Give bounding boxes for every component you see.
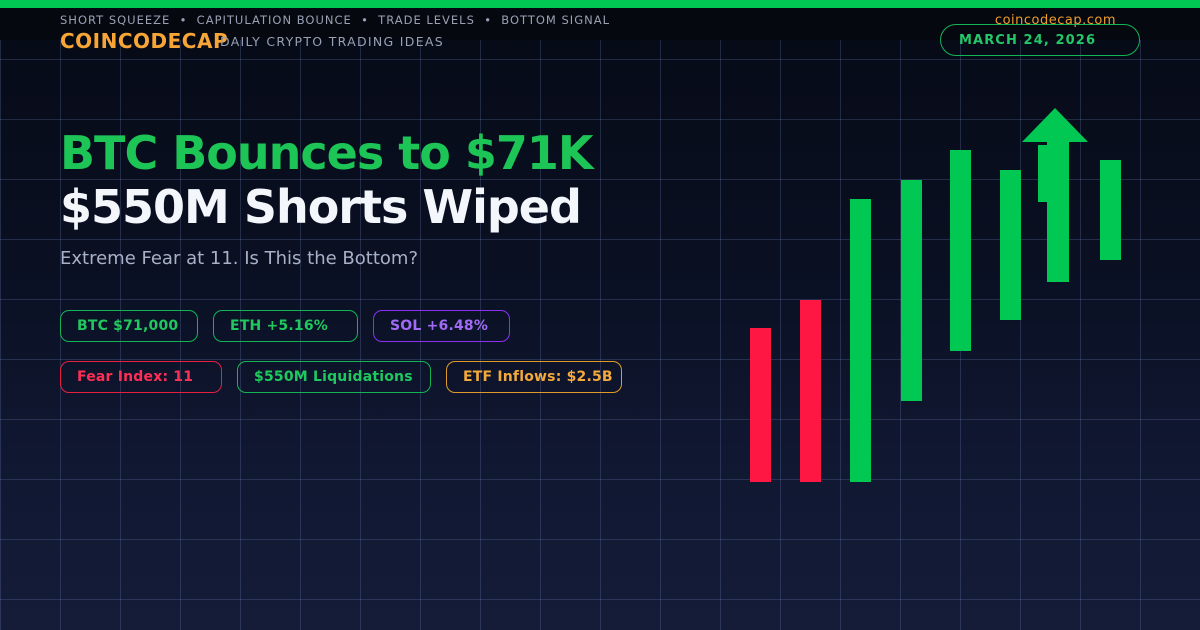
candle-bar bbox=[800, 300, 821, 482]
subtitle: Extreme Fear at 11. Is This the Bottom? bbox=[60, 248, 418, 269]
stat-badge: ETF Inflows: $2.5B bbox=[446, 361, 622, 393]
stat-badge: Fear Index: 11 bbox=[60, 361, 222, 393]
top-accent-bar bbox=[0, 0, 1200, 8]
headline: BTC Bounces to $71K $550M Shorts Wiped bbox=[60, 126, 594, 234]
candle-bar bbox=[901, 180, 922, 401]
headline-line1: BTC Bounces to $71K bbox=[60, 126, 594, 180]
date-badge: MARCH 24, 2026 bbox=[940, 24, 1140, 56]
candle-bar bbox=[850, 199, 871, 482]
candle-bar bbox=[950, 150, 971, 351]
brand-logo: COINCODECAP bbox=[60, 29, 229, 53]
stat-badge: ETH +5.16% bbox=[213, 310, 358, 342]
candle-bar bbox=[750, 328, 771, 482]
stat-badge: $550M Liquidations bbox=[237, 361, 431, 393]
stat-badges-row2: Fear Index: 11 $550M Liquidations ETF Infl… bbox=[60, 361, 622, 393]
up-arrow-icon bbox=[1022, 108, 1088, 282]
candle-bar bbox=[1000, 170, 1021, 320]
date-badge-label: MARCH 24, 2026 bbox=[959, 32, 1097, 48]
headline-line2: $550M Shorts Wiped bbox=[60, 180, 582, 234]
stat-badges-row1: BTC $71,000 ETH +5.16% SOL +6.48% bbox=[60, 310, 510, 342]
brand-tagline: DAILY CRYPTO TRADING IDEAS bbox=[220, 34, 444, 49]
site-link[interactable]: coincodecap.com bbox=[994, 12, 1116, 28]
footer-tags: SHORT SQUEEZE • CAPITULATION BOUNCE • TR… bbox=[60, 13, 610, 27]
candle-bar bbox=[1038, 145, 1058, 202]
stat-badge: BTC $71,000 bbox=[60, 310, 198, 342]
candle-bar bbox=[1100, 160, 1121, 260]
stat-badge: SOL +6.48% bbox=[373, 310, 510, 342]
